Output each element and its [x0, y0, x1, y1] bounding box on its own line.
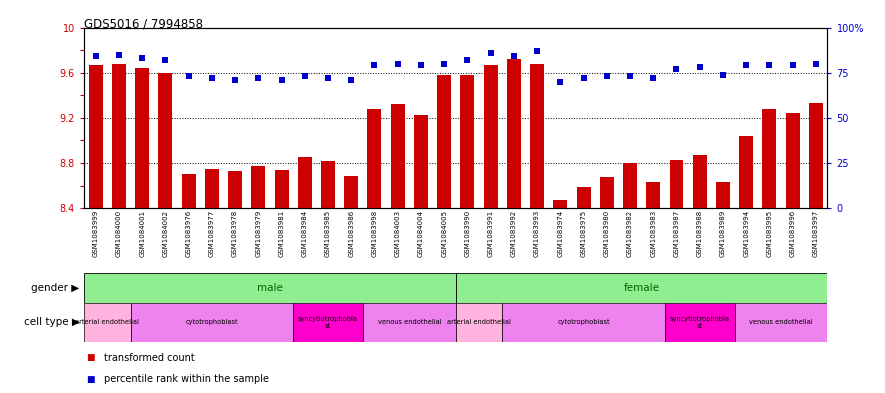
Bar — [205, 169, 219, 208]
Text: ■: ■ — [86, 353, 95, 362]
Bar — [483, 65, 497, 208]
Point — [158, 57, 173, 63]
Point — [367, 62, 381, 69]
Bar — [600, 177, 614, 208]
Point — [600, 73, 614, 79]
Text: venous endothelial: venous endothelial — [378, 319, 441, 325]
Bar — [293, 303, 363, 342]
Point — [623, 73, 637, 79]
Bar — [456, 273, 827, 303]
Bar — [344, 176, 358, 208]
Text: cytotrophoblast: cytotrophoblast — [558, 319, 610, 325]
Bar — [84, 273, 456, 303]
Bar — [786, 113, 799, 208]
Bar — [363, 303, 456, 342]
Point — [507, 53, 521, 60]
Bar — [693, 155, 706, 208]
Point — [646, 75, 660, 81]
Point — [344, 77, 358, 83]
Bar — [530, 64, 544, 208]
Text: gender ▶: gender ▶ — [31, 283, 80, 293]
Point — [204, 75, 219, 81]
Text: female: female — [624, 283, 659, 293]
Point — [530, 48, 544, 54]
Text: ■: ■ — [86, 375, 95, 384]
Point — [786, 62, 800, 69]
Text: GDS5016 / 7994858: GDS5016 / 7994858 — [84, 18, 203, 31]
Point — [321, 75, 335, 81]
Bar — [88, 65, 103, 208]
Point — [739, 62, 753, 69]
Bar — [735, 303, 827, 342]
Bar — [251, 167, 266, 208]
Point — [693, 64, 707, 70]
Bar — [456, 303, 503, 342]
Bar — [297, 158, 312, 208]
Point — [390, 61, 404, 67]
Point — [669, 66, 683, 72]
Bar — [414, 114, 427, 208]
Bar — [503, 303, 665, 342]
Point — [460, 57, 474, 63]
Point — [251, 75, 266, 81]
Text: arterial endothelial: arterial endothelial — [75, 319, 139, 325]
Point — [483, 50, 497, 56]
Point — [297, 73, 312, 79]
Bar — [665, 303, 735, 342]
Text: percentile rank within the sample: percentile rank within the sample — [104, 374, 268, 384]
Bar — [181, 174, 196, 208]
Bar — [367, 109, 381, 208]
Point — [762, 62, 776, 69]
Bar — [112, 64, 126, 208]
Bar — [553, 200, 567, 208]
Point — [181, 73, 196, 79]
Point — [576, 75, 590, 81]
Point — [553, 79, 567, 85]
Point — [274, 77, 289, 83]
Bar — [460, 75, 474, 208]
Bar — [716, 182, 730, 208]
Bar — [131, 303, 293, 342]
Bar — [809, 103, 823, 208]
Bar — [437, 75, 451, 208]
Bar — [576, 187, 590, 208]
Point — [135, 55, 150, 61]
Text: syncytiotrophobla
st: syncytiotrophobla st — [670, 316, 730, 329]
Bar — [646, 182, 660, 208]
Text: male: male — [257, 283, 283, 293]
Bar — [623, 163, 637, 208]
Text: transformed count: transformed count — [104, 353, 195, 363]
Point — [88, 53, 103, 60]
Bar — [321, 161, 335, 208]
Text: syncytiotrophobla
st: syncytiotrophobla st — [298, 316, 358, 329]
Point — [716, 72, 730, 78]
Text: arterial endothelial: arterial endothelial — [447, 319, 511, 325]
Point — [414, 62, 428, 69]
Text: venous endothelial: venous endothelial — [750, 319, 812, 325]
Point — [809, 61, 823, 67]
Point — [228, 77, 242, 83]
Point — [437, 61, 451, 67]
Bar — [739, 136, 753, 208]
Bar — [274, 170, 289, 208]
Text: cell type ▶: cell type ▶ — [24, 317, 80, 327]
Bar — [158, 73, 173, 208]
Bar — [84, 303, 131, 342]
Point — [112, 51, 126, 58]
Bar — [390, 104, 404, 208]
Bar — [669, 160, 683, 208]
Bar — [507, 59, 520, 208]
Bar — [762, 109, 776, 208]
Bar — [135, 68, 149, 208]
Bar — [228, 171, 242, 208]
Text: cytotrophoblast: cytotrophoblast — [186, 319, 238, 325]
